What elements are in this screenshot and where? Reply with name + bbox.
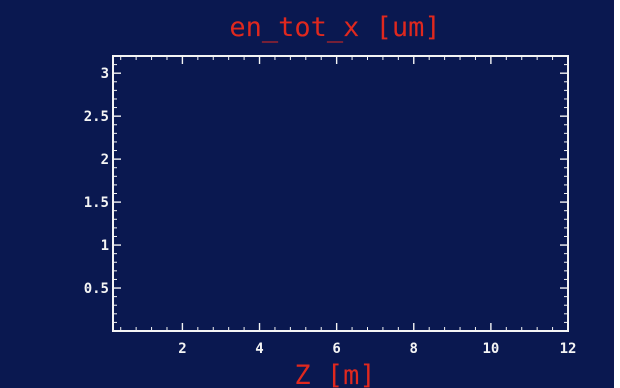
- y-tick-label: 3: [101, 66, 109, 82]
- x-tick-label: 2: [178, 341, 186, 357]
- ticks-layer: 2 4 6 8 10 12 0.5 1 1.5 2 2.5 3: [84, 56, 577, 357]
- y-tick-label: 1: [101, 238, 109, 254]
- plot-frame: [112, 55, 569, 332]
- y-tick-label: 0.5: [84, 281, 109, 297]
- y-tick-label: 2: [101, 152, 109, 168]
- x-tick-label: 6: [332, 341, 340, 357]
- x-tick-label: 8: [410, 341, 418, 357]
- chart-title: en_tot_x [um]: [229, 12, 440, 43]
- x-tick-label: 4: [255, 341, 263, 357]
- x-tick-label: 10: [482, 341, 499, 357]
- y-tick-label: 2.5: [84, 109, 109, 125]
- y-tick-label: 1.5: [84, 195, 109, 211]
- x-axis-label: Z [m]: [294, 360, 375, 388]
- x-tick-label: 12: [560, 341, 577, 357]
